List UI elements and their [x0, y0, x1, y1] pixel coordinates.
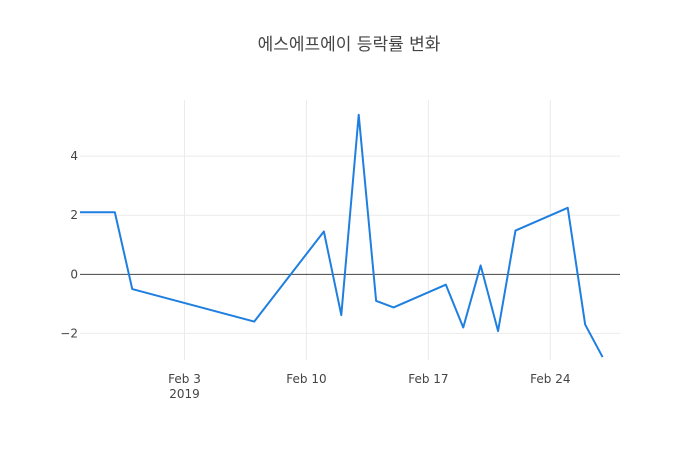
y-tick-label: 2	[70, 208, 78, 222]
series-group	[80, 113, 604, 358]
series-line	[80, 113, 604, 358]
y-tick-label: 4	[70, 149, 78, 163]
x-year-label: 2019	[169, 387, 200, 401]
axes: Feb 3 Feb 10 Feb 17 Feb 24 2019 4 2 0 −2	[60, 149, 620, 401]
x-tick-label: Feb 24	[530, 372, 570, 386]
x-tick-label: Feb 10	[286, 372, 326, 386]
y-tick-label: −2	[60, 326, 78, 340]
x-tick-label: Feb 3	[168, 372, 201, 386]
grid	[80, 100, 620, 360]
chart-title: 에스에프에이 등락률 변화	[258, 35, 441, 55]
x-tick-label: Feb 17	[408, 372, 448, 386]
series-layer	[80, 113, 604, 358]
y-tick-label: 0	[70, 267, 78, 281]
